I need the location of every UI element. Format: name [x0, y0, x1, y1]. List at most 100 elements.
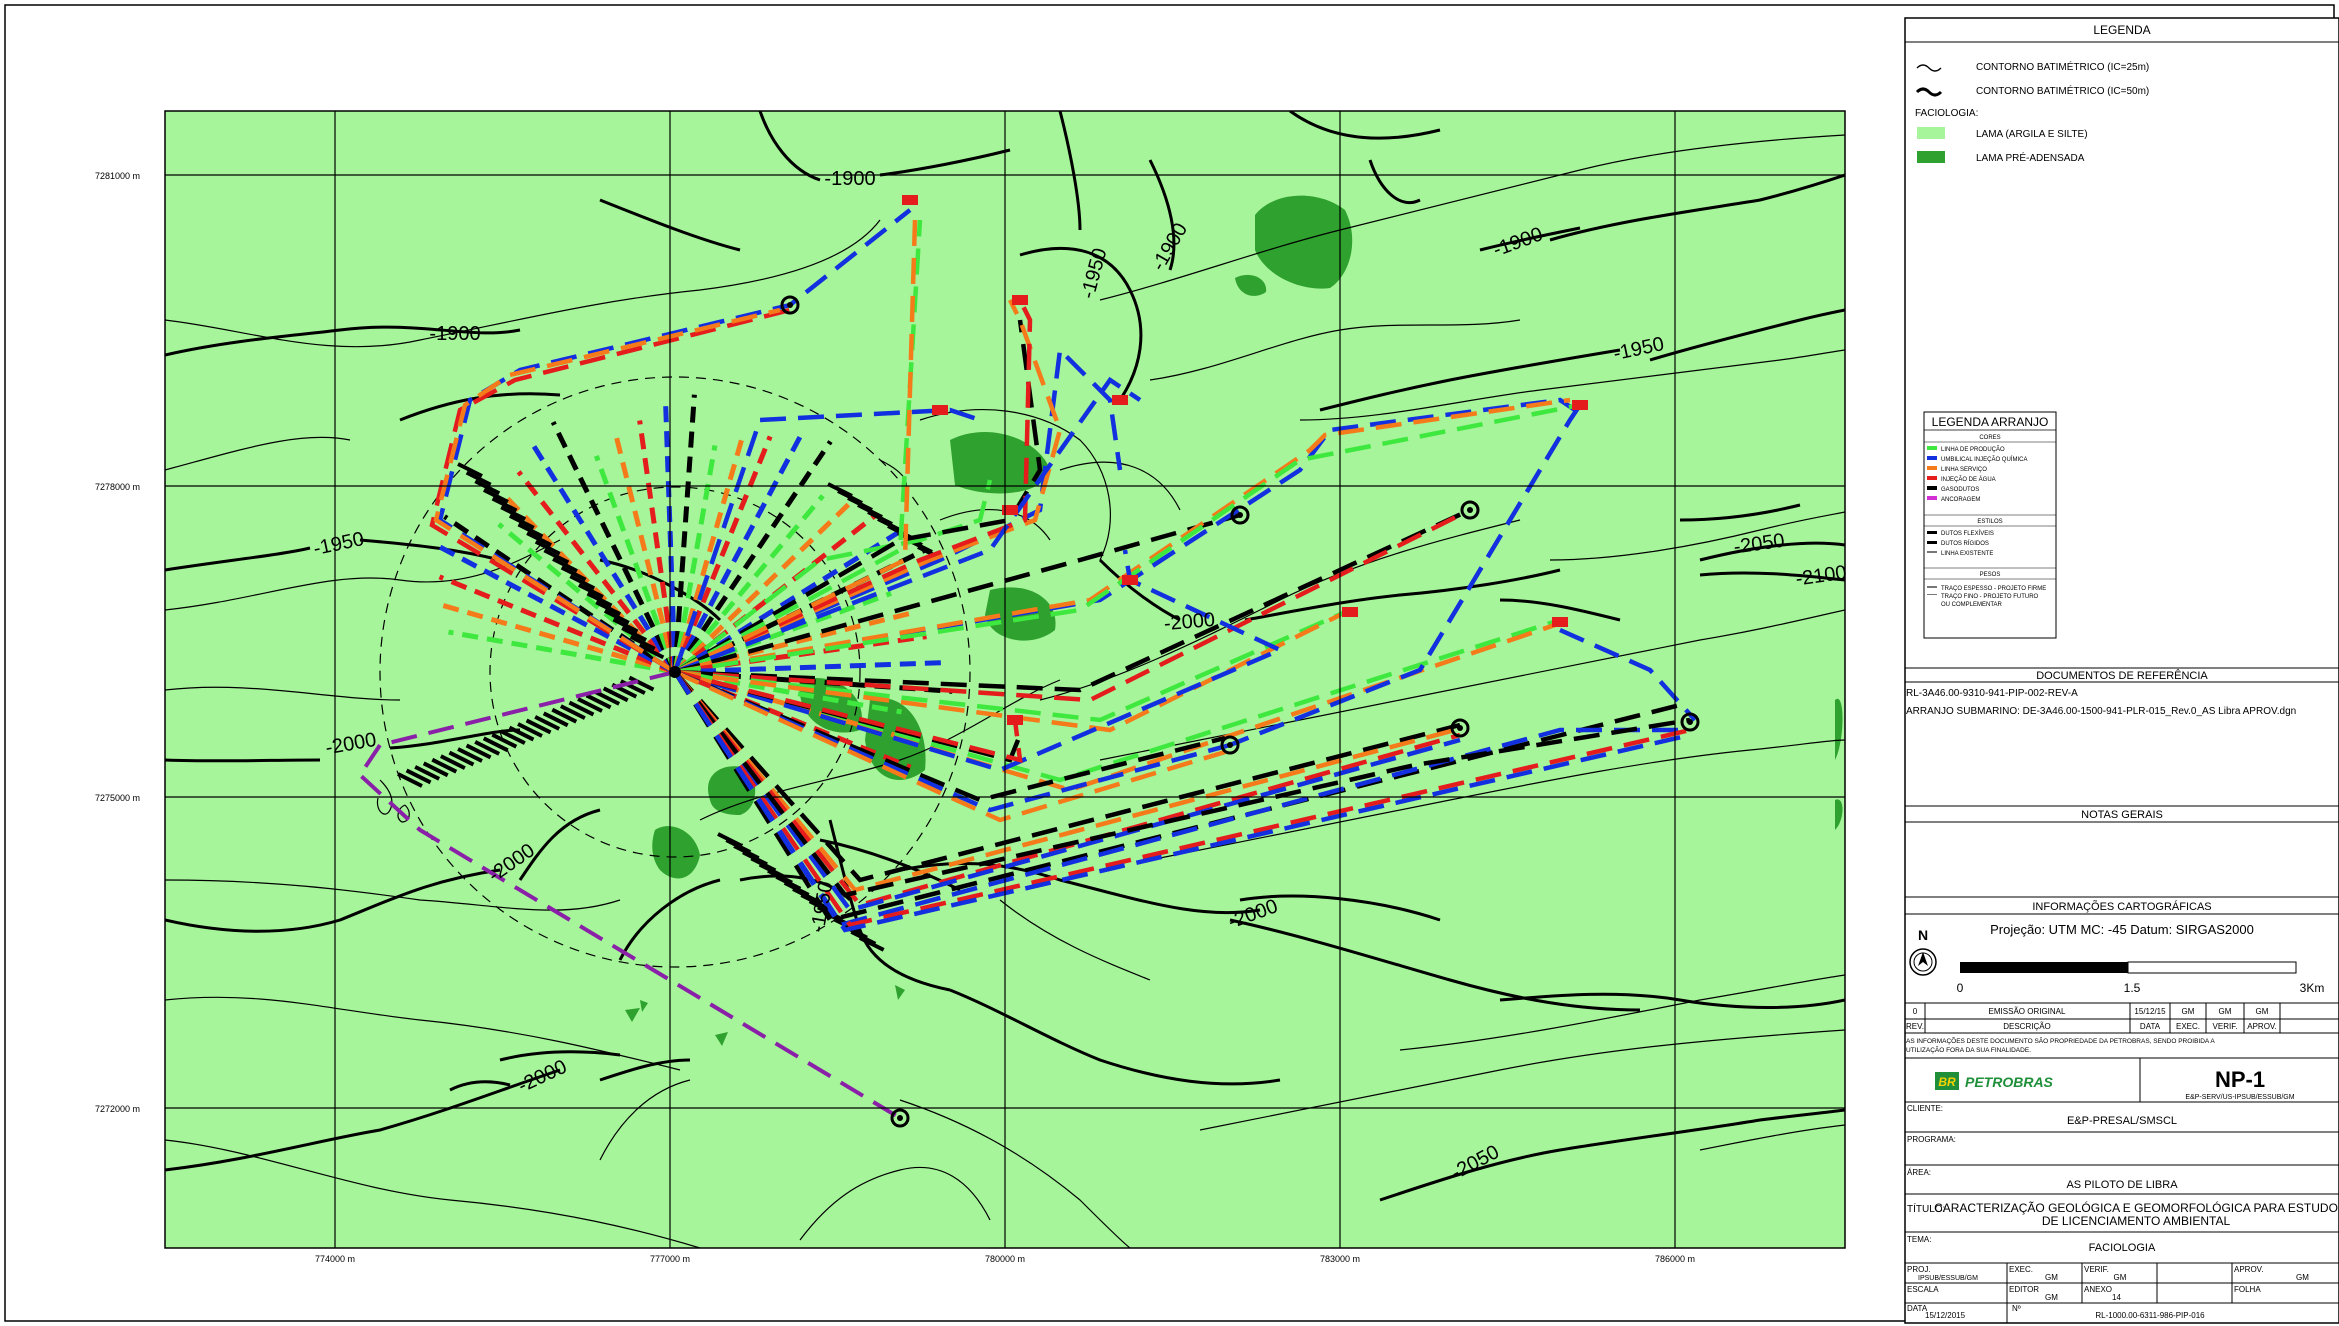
folha-label: FOLHA	[2234, 1285, 2261, 1294]
legend-contour-25: CONTORNO BATIMÉTRICO (IC=25m)	[1976, 60, 2149, 73]
hatch-line	[595, 600, 622, 616]
flowline	[674, 669, 1023, 763]
hatch-line	[457, 747, 483, 763]
contour-50-symbol	[1915, 87, 1943, 97]
x-tick-label: 783000 m	[1320, 1254, 1360, 1264]
y-tick-label: 7281000 m	[95, 171, 140, 181]
well-center	[1687, 719, 1693, 725]
hatch-line	[482, 736, 509, 753]
flowline	[674, 612, 1342, 733]
hatch-line	[858, 936, 885, 952]
hatch-line	[594, 690, 621, 706]
lama-pre-swatch	[1917, 151, 1945, 163]
flowline	[674, 607, 1351, 723]
anexo-value: 14	[2112, 1293, 2121, 1302]
company-name: PETROBRAS	[1965, 1074, 2054, 1090]
riser-line	[673, 502, 851, 674]
data-label: DATA	[1907, 1304, 1928, 1313]
petrobras-logo: BR PETROBRAS	[1935, 1072, 2054, 1090]
hatch-line	[483, 488, 509, 504]
rev-header: DESCRIÇÃO	[2003, 1022, 2051, 1031]
well-marker	[890, 1108, 910, 1128]
riser-line	[674, 660, 941, 675]
hatch-line	[543, 548, 570, 565]
well-marker	[1460, 500, 1480, 520]
flowline	[674, 549, 1286, 773]
flowline	[673, 319, 1043, 674]
arranjo-item: LINHA SERVIÇO	[1941, 467, 1987, 473]
hatch-line	[577, 697, 603, 713]
hatch-line	[474, 479, 501, 496]
rev-cell: GM	[2219, 1007, 2232, 1016]
wet-christmas-tree	[1122, 575, 1138, 585]
revision-table: 0 EMISSÃO ORIGINAL 15/12/15 GM GM GM REV…	[1905, 1002, 2339, 1059]
hatch-line	[629, 634, 656, 651]
flowline	[674, 402, 1581, 675]
arranjo-peso: TRAÇO FINO - PROJETO FUTURO	[1941, 594, 2039, 600]
x-tick-label: 777000 m	[650, 1254, 690, 1264]
riser-line	[672, 435, 803, 674]
carto-title: INFORMAÇÕES CARTOGRÁFICAS	[2032, 900, 2211, 913]
scale-label: 3Km	[2300, 981, 2325, 995]
logo-br: BR	[1938, 1075, 1956, 1089]
x-tick-label: 774000 m	[315, 1254, 355, 1264]
docs-line: RL-3A46.00-9310-941-PIP-002-REV-A	[1906, 688, 2078, 699]
flowline	[674, 219, 918, 675]
hatch-line	[439, 754, 466, 770]
area-value: AS PILOTO DE LIBRA	[2066, 1179, 2178, 1191]
hatch-line	[621, 626, 647, 642]
hatch-line	[569, 574, 596, 591]
riser-line	[438, 544, 677, 675]
bathymetric-map[interactable]: -1900 -1900 -1950 -1900 -1900 -1950 -195…	[95, 110, 1848, 1264]
legend-panel: LEGENDA CONTORNO BATIMÉTRICO (IC=25m) CO…	[1905, 23, 2339, 164]
arranjo-item: ANCORAGEM	[1941, 497, 1980, 503]
projection: Projeção: UTM MC: -45 Datum: SIRGAS2000	[1990, 922, 2254, 937]
hatch-line	[508, 725, 535, 742]
hatch-line	[500, 505, 527, 521]
hatch-line	[586, 591, 613, 608]
y-tick-label: 7272000 m	[95, 1104, 140, 1114]
well-center	[1457, 725, 1463, 731]
well-center	[1227, 742, 1233, 748]
hatch-line	[517, 522, 544, 539]
flowline	[673, 670, 1461, 883]
notice-text: AS INFORMAÇÕES DESTE DOCUMENTO SÃO PROPR…	[1906, 1036, 2215, 1045]
map-tick-labels: 7281000 m 7278000 m 7275000 m 7272000 m …	[95, 171, 1695, 1264]
anchoring-line	[357, 670, 902, 1120]
rev-header: VERIF.	[2213, 1022, 2238, 1031]
flowline	[1229, 403, 1582, 748]
verif-value: GM	[2114, 1273, 2127, 1282]
lama-swatch	[1917, 127, 1945, 139]
fpso-marker	[669, 666, 681, 678]
wet-christmas-tree	[1112, 395, 1128, 405]
flowline	[674, 512, 1462, 703]
arranjo-estilo: DUTOS FLEXÍVEIS	[1941, 530, 1994, 537]
hatch-line	[603, 609, 630, 625]
legend-lama: LAMA (ARGILA E SILTE)	[1976, 129, 2088, 140]
verif-label: VERIF.	[2084, 1265, 2109, 1274]
x-tick-label: 786000 m	[1655, 1254, 1695, 1264]
hatch-line	[578, 583, 604, 599]
exec-value: GM	[2045, 1273, 2058, 1282]
hatch-line	[491, 496, 518, 513]
scale-label: 1.5	[2124, 981, 2141, 995]
well-marker	[1680, 712, 1700, 732]
rev-header: REV.	[1906, 1022, 1924, 1031]
hatch-line	[526, 531, 552, 547]
contour-label: -2000	[1163, 609, 1216, 635]
riser-line	[672, 440, 833, 674]
arranjo-title: LEGENDA ARRANJO	[1932, 415, 2049, 429]
riser-line	[672, 435, 773, 673]
hatch-line	[585, 693, 612, 710]
hatch-line	[542, 711, 569, 728]
flowline	[674, 397, 1571, 675]
wet-christmas-tree	[1572, 400, 1588, 410]
well-center	[787, 302, 793, 308]
arranjo-peso: TRAÇO ESPESSO - PROJETO FIRME	[1941, 586, 2046, 592]
cliente-value: E&P-PRESAL/SMSCL	[2067, 1115, 2177, 1127]
arranjo-pesos: PESOS	[1980, 572, 2001, 578]
area-label: ÁREA:	[1907, 1168, 1931, 1177]
riser-line	[441, 602, 676, 675]
wet-christmas-tree	[902, 195, 918, 205]
